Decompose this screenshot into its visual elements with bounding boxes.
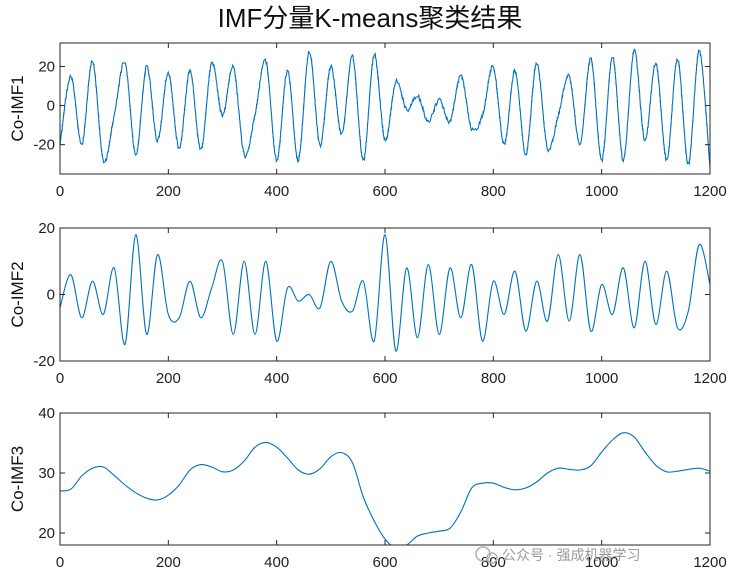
y-tick-label: 40 bbox=[38, 405, 55, 422]
y-tick-label: 20 bbox=[38, 220, 55, 237]
y-axis-label: Co-IMF1 bbox=[8, 75, 27, 141]
series-line bbox=[60, 234, 710, 352]
x-tick-label: 400 bbox=[264, 183, 289, 200]
figure-title: IMF分量K-means聚类结果 bbox=[218, 3, 523, 33]
watermark-text: 公众号 · 强成机器学习 bbox=[502, 547, 640, 563]
x-tick-label: 600 bbox=[372, 554, 397, 571]
x-tick-label: 200 bbox=[156, 183, 181, 200]
x-tick-label: 600 bbox=[372, 183, 397, 200]
series-line bbox=[60, 432, 710, 545]
x-tick-label: 400 bbox=[264, 554, 289, 571]
x-tick-label: 0 bbox=[56, 370, 64, 387]
x-tick-label: 200 bbox=[156, 554, 181, 571]
x-tick-label: 0 bbox=[56, 183, 64, 200]
wechat-icon-bubble bbox=[486, 552, 498, 564]
x-tick-label: 1000 bbox=[585, 554, 618, 571]
x-tick-label: 1000 bbox=[585, 370, 618, 387]
y-tick-label: 20 bbox=[38, 525, 55, 542]
x-tick-label: 0 bbox=[56, 554, 64, 571]
y-axis-label: Co-IMF2 bbox=[8, 261, 27, 327]
y-tick-label: -20 bbox=[33, 137, 55, 154]
y-tick-label: 0 bbox=[47, 287, 55, 304]
x-tick-label: 800 bbox=[481, 370, 506, 387]
plot-area bbox=[60, 228, 710, 361]
y-tick-label: 30 bbox=[38, 465, 55, 482]
x-tick-label: 1000 bbox=[585, 183, 618, 200]
watermark: 公众号 · 强成机器学习 bbox=[475, 546, 640, 564]
y-tick-label: 0 bbox=[47, 98, 55, 115]
x-tick-label: 400 bbox=[264, 370, 289, 387]
y-axis-label: Co-IMF3 bbox=[8, 446, 27, 512]
x-tick-label: 800 bbox=[481, 183, 506, 200]
chart-panel-1: 0 200 400 600 800 1000 1200 -20 0 20 Co-IMF1 bbox=[8, 42, 727, 200]
plot-area bbox=[60, 413, 710, 545]
x-tick-label: 600 bbox=[372, 370, 397, 387]
series-line bbox=[60, 48, 710, 168]
plot-area bbox=[60, 43, 710, 174]
x-tick-label: 1200 bbox=[693, 183, 726, 200]
x-tick-label: 200 bbox=[156, 370, 181, 387]
y-tick-label: -20 bbox=[33, 353, 55, 370]
x-tick-label: 1200 bbox=[693, 370, 726, 387]
x-tick-label: 1200 bbox=[693, 554, 726, 571]
y-tick-label: 20 bbox=[38, 58, 55, 75]
